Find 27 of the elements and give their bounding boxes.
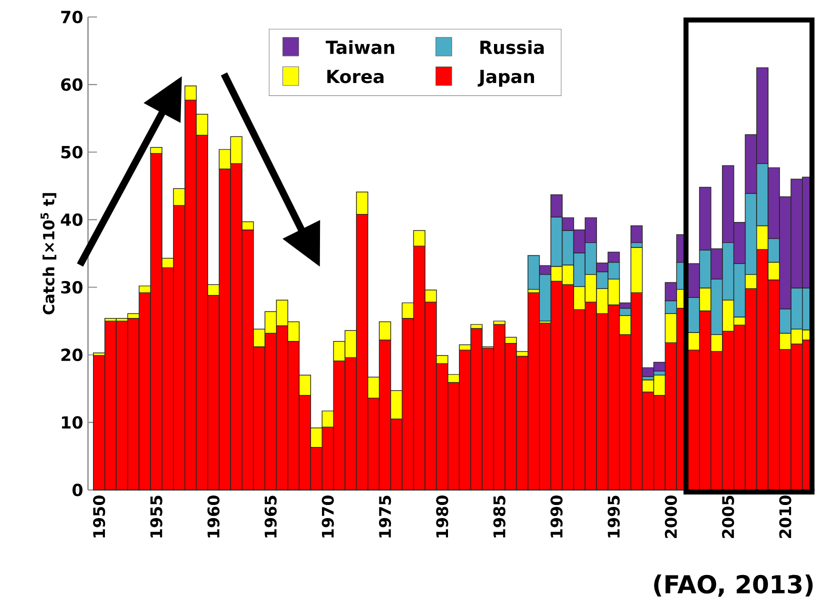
x-tick-label: 1980: [436, 495, 448, 538]
y-tick-label: 30: [61, 280, 82, 294]
text: (FAO, 2013): [654, 574, 813, 597]
y-tick-label: 60: [61, 78, 82, 91]
x-tick-label: 1975: [378, 496, 392, 538]
x-tick-label: 2010: [779, 495, 792, 538]
x-tick-label: 1995: [608, 496, 620, 538]
x-tick-label: 1955: [150, 496, 162, 538]
y-tick-label: 70: [61, 10, 82, 24]
x-tick-label: 2005: [722, 496, 734, 538]
x-tick-label: 1950: [93, 495, 106, 538]
x-tick-label: 2000: [664, 495, 677, 538]
y-tick-label: 0: [72, 484, 82, 496]
legend-label: Russia: [480, 40, 544, 54]
legend-label: Japan: [478, 70, 534, 87]
x-tick-label: 1960: [207, 495, 220, 538]
x-tick-label: 1990: [550, 495, 563, 538]
y-tick-label: 40: [60, 213, 82, 226]
y-axis-title: Catch [×10$^{5}$ t]: [40, 193, 56, 314]
x-tick-label: 1985: [493, 496, 506, 538]
x-tick-label: 1965: [264, 496, 277, 538]
y-tick-label: 20: [61, 348, 82, 362]
legend-label: Korea: [327, 70, 384, 84]
y-tick-label: 50: [61, 146, 82, 158]
legend-label: Taiwan: [326, 40, 394, 54]
x-tick-label: 1970: [322, 495, 334, 538]
y-tick-label: 10: [62, 416, 82, 429]
